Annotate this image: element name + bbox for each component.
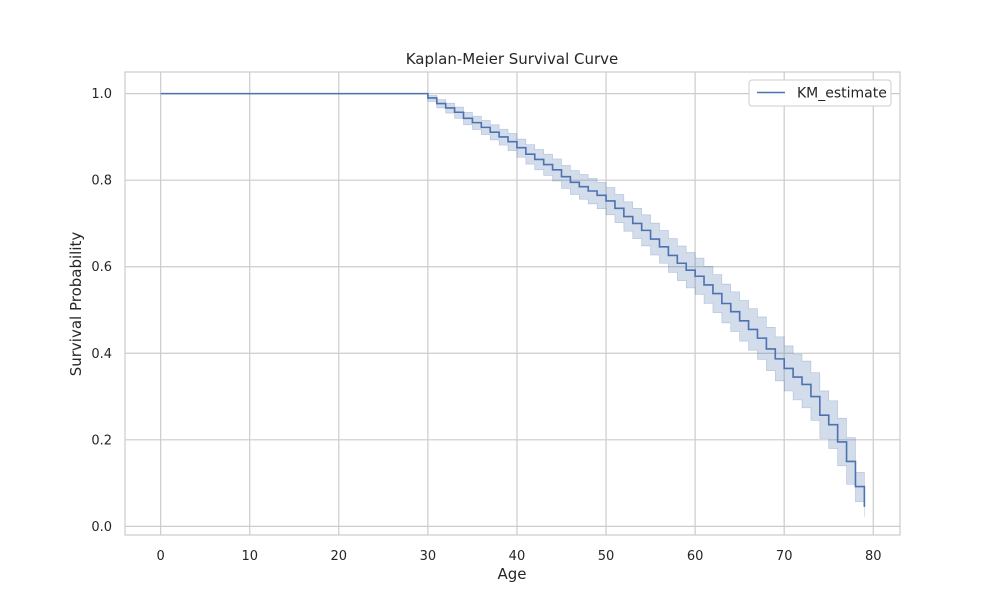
y-tick-label: 0.4 <box>91 347 112 362</box>
x-gridlines <box>160 72 874 535</box>
x-tick-label: 0 <box>156 549 164 564</box>
x-axis-title: Age <box>497 565 526 583</box>
y-gridlines <box>125 93 900 527</box>
y-axis-title: Survival Probability <box>67 232 85 377</box>
x-tick-label: 70 <box>776 549 793 564</box>
y-tick-labels: 0.0 0.2 0.4 0.6 0.8 1.0 <box>91 87 112 535</box>
x-tick-label: 40 <box>509 549 526 564</box>
x-tick-label: 60 <box>687 549 704 564</box>
x-tick-label: 80 <box>865 549 882 564</box>
y-tick-label: 0.0 <box>91 520 112 535</box>
x-tick-label: 10 <box>241 549 258 564</box>
legend-label-km-estimate: KM_estimate <box>797 86 887 102</box>
legend-box <box>748 79 892 107</box>
y-tick-label: 1.0 <box>91 87 112 102</box>
y-tick-label: 0.2 <box>91 433 112 448</box>
chart-title: Kaplan-Meier Survival Curve <box>406 50 619 68</box>
x-tick-labels: 0 10 20 30 40 50 60 70 80 <box>156 549 881 564</box>
km-estimate-line <box>160 92 866 507</box>
x-tick-label: 30 <box>420 549 437 564</box>
y-tick-label: 0.8 <box>91 174 112 189</box>
y-tick-label: 0.6 <box>91 260 112 275</box>
plot-frame <box>124 71 901 536</box>
x-tick-label: 20 <box>331 549 348 564</box>
legend: KM_estimate <box>748 79 892 107</box>
x-tick-label: 50 <box>598 549 615 564</box>
